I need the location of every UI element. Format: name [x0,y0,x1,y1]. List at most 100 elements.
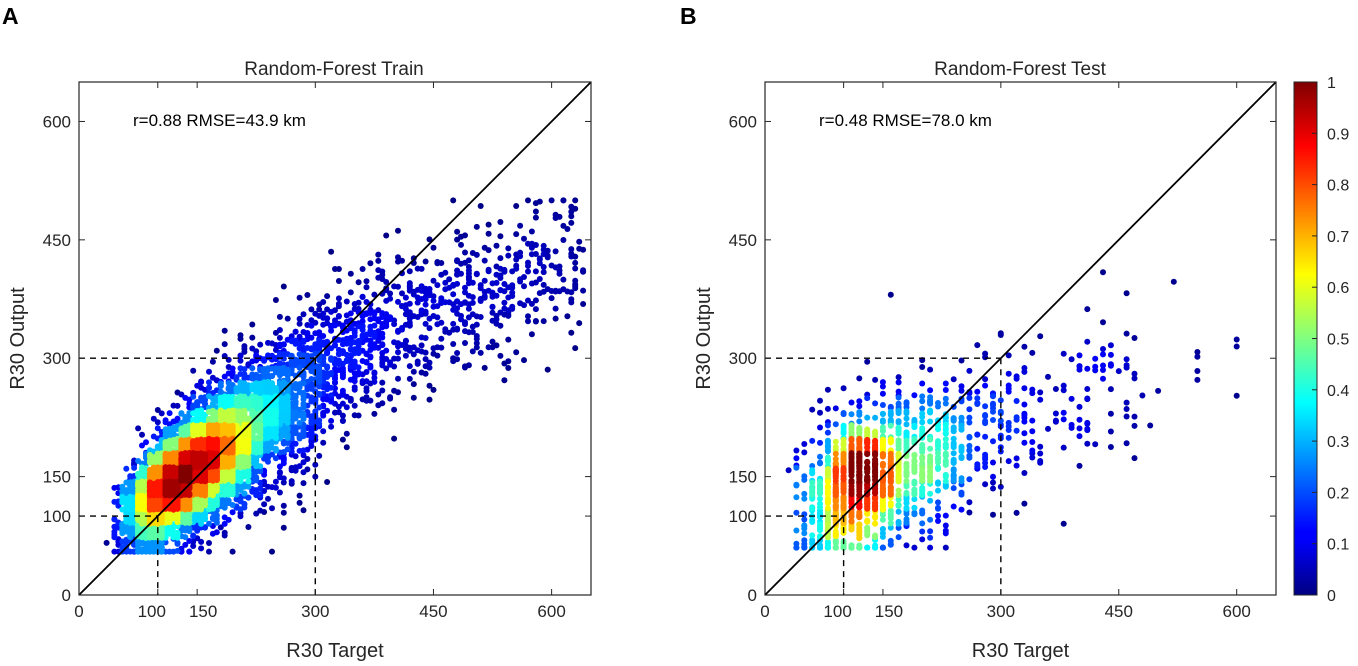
data-point-a-2344 [265,410,271,417]
data-point-a-620 [343,404,350,411]
data-point-a-185 [552,305,559,312]
data-point-a-4917 [150,488,157,495]
data-point-a-792 [182,541,189,548]
data-point-a-364 [339,417,346,424]
data-point-a-719 [339,387,346,394]
data-point-a-4541 [225,447,232,454]
data-point-a-477 [351,301,358,307]
data-point-a-295 [296,320,303,327]
data-point-a-870 [143,439,149,446]
data-point-a-18 [426,396,433,403]
data-point-a-512 [458,316,464,323]
data-point-a-828 [371,309,378,316]
data-point-a-1538 [292,415,299,422]
data-point-a-245 [462,259,468,266]
data-point-a-170 [406,375,413,382]
data-point-a-231 [379,276,386,282]
data-point-a-1470 [284,370,291,377]
data-point-a-621 [328,308,335,315]
data-point-a-153 [190,367,197,374]
data-point-a-1306 [174,539,181,546]
data-point-a-332 [351,402,358,409]
data-point-a-1116 [241,366,248,373]
data-point-a-1984 [284,403,291,410]
data-point-a-542 [493,279,500,286]
data-point-a-248 [135,425,142,432]
data-point-a-303 [438,335,445,342]
data-point-a-322 [422,349,429,356]
data-point-a-1637 [150,543,157,550]
data-point-a-713 [209,530,216,537]
data-point-a-1028 [339,360,346,367]
data-point-a-641 [387,361,394,368]
data-point-a-4447 [198,486,205,493]
data-point-a-68 [473,223,480,230]
data-point-a-112 [532,318,539,325]
data-point-a-790 [186,548,193,555]
data-point-a-330 [430,277,437,284]
data-point-a-238 [371,291,378,298]
data-point-a-163 [410,368,417,375]
data-point-a-952 [111,528,118,535]
data-point-a-2302 [170,534,177,541]
data-point-a-20 [249,321,256,328]
data-point-a-312 [493,320,500,327]
data-point-a-138 [572,277,579,284]
data-point-a-6 [383,232,390,239]
data-point-a-327 [418,342,425,349]
data-point-a-658 [438,299,445,306]
data-point-a-362 [335,300,342,307]
data-point-a-1103 [202,524,208,531]
data-point-a-808 [261,471,268,478]
data-point-a-550 [209,374,216,381]
data-point-a-491 [465,305,472,312]
data-point-a-390 [288,478,295,485]
data-point-a-642 [379,362,386,369]
data-point-a-2127 [127,500,134,507]
data-point-a-1583 [178,410,185,417]
data-point-a-261 [379,379,386,386]
data-point-a-669 [198,379,205,386]
data-point-a-3352 [221,477,228,484]
data-point-a-3282 [217,410,224,417]
data-point-a-262 [221,529,228,536]
data-point-a-3456 [198,424,205,431]
data-point-a-79 [576,238,583,245]
data-point-a-434 [154,419,161,426]
data-point-a-800 [367,364,374,371]
data-point-a-976 [328,345,335,352]
data-point-a-545 [422,320,429,327]
data-point-a-12 [477,203,484,209]
data-point-a-243 [438,344,445,351]
data-point-a-3011 [237,410,244,417]
data-point-a-1605 [139,548,145,555]
data-point-a-335 [438,271,445,278]
data-point-a-1084 [249,487,256,494]
data-point-a-38 [335,278,342,284]
data-point-a-48 [296,499,303,506]
data-point-a-80 [532,208,539,215]
data-point-a-824 [339,322,346,329]
data-point-a-15 [272,297,279,303]
data-point-a-675 [198,384,205,391]
data-point-a-1986 [265,378,271,385]
data-point-a-1030 [343,357,350,364]
data-point-a-1776 [280,428,287,435]
data-point-a-264 [375,391,382,398]
data-point-a-336 [536,276,543,282]
data-point-a-289 [296,315,303,322]
data-point-a-282 [465,329,472,336]
data-point-a-51 [454,236,461,243]
data-point-a-1105 [194,527,201,534]
data-point-a-294 [454,326,461,333]
data-point-a-764 [320,333,327,339]
data-point-a-370 [517,253,524,260]
data-point-a-69 [410,381,417,388]
data-point-a-526 [465,292,472,299]
data-point-a-1357 [300,428,307,434]
data-point-a-301 [442,328,449,335]
data-point-a-90 [493,242,500,249]
data-point-a-410 [300,469,307,476]
data-point-a-172 [387,394,394,401]
data-point-a-4610 [209,473,216,480]
